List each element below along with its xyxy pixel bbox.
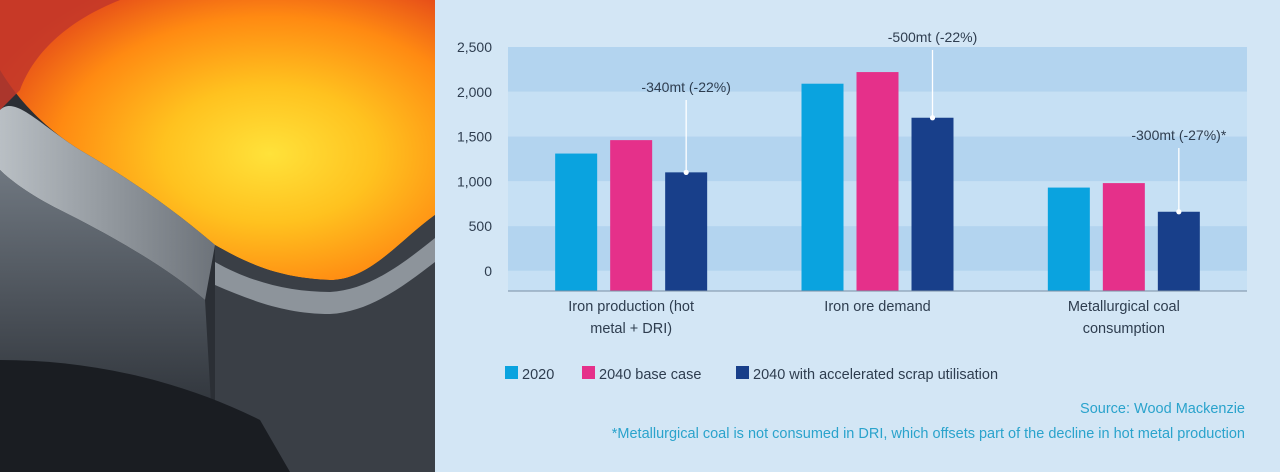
category-label: Metallurgical coal [1068,299,1180,315]
bar [1047,187,1090,291]
annotation-label: -340mt (-22%) [641,79,730,95]
bar [555,153,598,291]
bar [610,140,653,291]
y-tick-label: 1,500 [457,129,492,145]
y-tick-label: 2,000 [457,84,492,100]
legend-label: 2040 with accelerated scrap utilisation [753,367,998,383]
bar [856,72,899,291]
legend-swatch [582,366,595,379]
legend-swatch [736,366,749,379]
y-tick-label: 0 [484,263,492,279]
bar-chart: 0 500 1,000 1,500 2,000 2,500 -340mt (-22%) -5… [457,29,1247,383]
bar [801,83,844,291]
annotation-label: -300mt (-27%)* [1131,127,1226,143]
category-label: Iron ore demand [824,299,930,315]
legend: 2020 2040 base case 2040 with accelerated … [505,366,998,383]
legend-label: 2040 base case [599,367,701,383]
annotation-dot [929,115,936,121]
annotation-label: -500mt (-22%) [888,29,977,45]
legend-swatch [505,366,518,379]
ladle-illustration [0,0,435,472]
annotation-dot [1176,209,1182,215]
y-axis-ticks: 0 500 1,000 1,500 2,000 2,500 [457,39,492,279]
annotation-dot [683,169,689,175]
y-tick-label: 500 [469,218,493,234]
bars [555,72,1200,292]
category-label: Iron production (hot [568,299,694,315]
chart-panel: 0 500 1,000 1,500 2,000 2,500 -340mt (-22%) -5… [435,0,1280,472]
bar [1157,211,1200,291]
molten-iron-photo [0,0,435,472]
y-tick-label: 1,000 [457,173,492,189]
category-label: metal + DRI) [590,321,672,337]
bar [1102,183,1145,291]
category-label: consumption [1083,321,1165,337]
legend-label: 2020 [522,367,554,383]
x-axis-categories: Iron production (hot metal + DRI) Iron ore… [568,299,1180,337]
y-tick-label: 2,500 [457,39,492,55]
annotations: -340mt (-22%) -500mt (-22%) -300mt (-27%)* [641,29,1227,215]
source-note: Source: Wood Mackenzie [1080,401,1245,417]
bar [911,117,954,292]
footnote: *Metallurgical coal is not consumed in D… [611,426,1245,442]
bar [665,172,708,291]
